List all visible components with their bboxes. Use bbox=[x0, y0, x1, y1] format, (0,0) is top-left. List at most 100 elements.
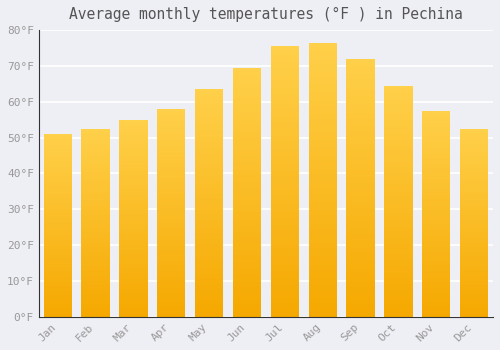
Bar bbox=[82, 290, 110, 292]
Bar bbox=[422, 313, 450, 315]
Bar bbox=[460, 219, 488, 221]
Bar bbox=[82, 262, 110, 264]
Bar bbox=[82, 313, 110, 315]
Bar bbox=[44, 176, 72, 178]
Bar bbox=[384, 153, 412, 155]
Bar bbox=[460, 211, 488, 213]
Bar bbox=[157, 117, 186, 119]
Bar bbox=[233, 292, 261, 294]
Bar bbox=[270, 152, 299, 154]
Bar bbox=[460, 151, 488, 153]
Bar bbox=[44, 156, 72, 158]
Bar bbox=[233, 262, 261, 265]
Bar bbox=[82, 204, 110, 206]
Bar bbox=[308, 204, 337, 207]
Bar bbox=[233, 285, 261, 287]
Bar bbox=[460, 155, 488, 157]
Bar bbox=[195, 128, 224, 130]
Bar bbox=[82, 279, 110, 281]
Bar bbox=[233, 314, 261, 317]
Bar bbox=[44, 150, 72, 152]
Bar bbox=[346, 74, 375, 77]
Bar bbox=[119, 208, 148, 210]
Bar bbox=[346, 103, 375, 105]
Bar bbox=[384, 296, 412, 298]
Bar bbox=[44, 299, 72, 300]
Bar bbox=[346, 245, 375, 247]
Bar bbox=[384, 245, 412, 247]
Bar bbox=[384, 224, 412, 227]
Bar bbox=[460, 198, 488, 200]
Bar bbox=[82, 183, 110, 185]
Bar bbox=[346, 157, 375, 159]
Bar bbox=[44, 262, 72, 264]
Bar bbox=[119, 230, 148, 232]
Bar bbox=[44, 170, 72, 173]
Bar bbox=[82, 221, 110, 223]
Bar bbox=[157, 213, 186, 215]
Bar bbox=[346, 87, 375, 90]
Bar bbox=[157, 173, 186, 175]
Bar bbox=[270, 295, 299, 298]
Bar bbox=[460, 228, 488, 230]
Bar bbox=[308, 254, 337, 257]
Bar bbox=[44, 211, 72, 212]
Bar bbox=[308, 188, 337, 191]
Bar bbox=[233, 270, 261, 272]
Bar bbox=[233, 250, 261, 252]
Bar bbox=[195, 126, 224, 128]
Bar bbox=[119, 224, 148, 226]
Bar bbox=[384, 178, 412, 180]
Bar bbox=[308, 311, 337, 314]
Bar bbox=[384, 282, 412, 285]
Bar bbox=[384, 176, 412, 178]
Bar bbox=[82, 226, 110, 228]
Bar bbox=[82, 147, 110, 149]
Bar bbox=[270, 154, 299, 157]
Bar bbox=[346, 121, 375, 123]
Bar bbox=[308, 309, 337, 311]
Bar bbox=[270, 298, 299, 301]
Bar bbox=[346, 77, 375, 79]
Bar bbox=[270, 54, 299, 57]
Bar bbox=[460, 153, 488, 155]
Bar bbox=[422, 208, 450, 210]
Bar bbox=[44, 260, 72, 262]
Bar bbox=[157, 153, 186, 155]
Bar bbox=[119, 169, 148, 171]
Bar bbox=[233, 145, 261, 147]
Bar bbox=[44, 196, 72, 198]
Bar bbox=[270, 293, 299, 295]
Bar bbox=[233, 93, 261, 95]
Bar bbox=[270, 84, 299, 87]
Bar bbox=[233, 252, 261, 254]
Bar bbox=[119, 236, 148, 238]
Bar bbox=[422, 315, 450, 317]
Bar bbox=[270, 100, 299, 103]
Bar bbox=[195, 244, 224, 246]
Bar bbox=[384, 187, 412, 190]
Bar bbox=[233, 180, 261, 182]
Bar bbox=[195, 176, 224, 178]
Bar bbox=[119, 250, 148, 252]
Bar bbox=[422, 201, 450, 203]
Bar bbox=[346, 66, 375, 69]
Bar bbox=[195, 235, 224, 237]
Bar bbox=[44, 218, 72, 220]
Bar bbox=[119, 305, 148, 307]
Bar bbox=[233, 75, 261, 78]
Bar bbox=[82, 240, 110, 242]
Bar bbox=[460, 283, 488, 285]
Bar bbox=[422, 304, 450, 307]
Bar bbox=[195, 237, 224, 239]
Bar bbox=[384, 116, 412, 118]
Bar bbox=[422, 113, 450, 115]
Bar bbox=[157, 186, 186, 188]
Bar bbox=[270, 287, 299, 290]
Bar bbox=[384, 127, 412, 130]
Bar bbox=[460, 217, 488, 219]
Bar bbox=[119, 261, 148, 264]
Bar bbox=[460, 146, 488, 147]
Bar bbox=[195, 182, 224, 185]
Bar bbox=[157, 302, 186, 304]
